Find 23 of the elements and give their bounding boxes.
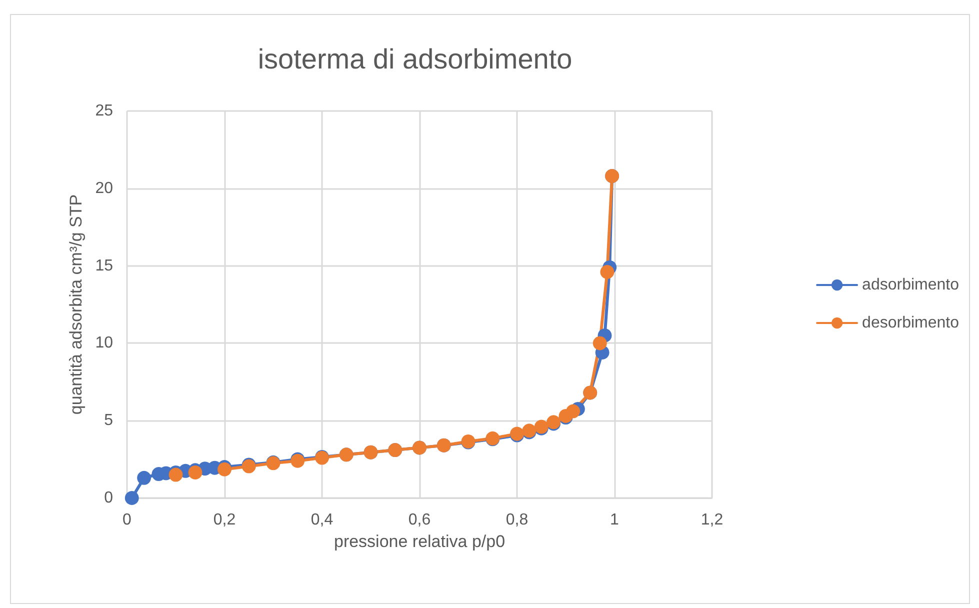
x-tick-label: 0,8 xyxy=(506,512,528,528)
x-tick-label: 0 xyxy=(122,512,132,528)
point xyxy=(592,336,607,350)
x-axis-title: pressione relativa p/p0 xyxy=(334,532,506,551)
chart-title: isoterma di adsorbimento xyxy=(258,44,572,74)
point xyxy=(137,470,152,485)
x-tick-label: 1,2 xyxy=(700,512,724,528)
x-tick-label: 0,4 xyxy=(310,512,334,528)
legend-label: adsorbimento xyxy=(862,276,960,294)
y-tick-label: 25 xyxy=(95,102,114,120)
y-tick-label: 15 xyxy=(95,257,114,274)
y-tick-label: 5 xyxy=(104,412,114,430)
x-tick-label: 1 xyxy=(610,512,620,528)
y-axis-title: quantità adsorbita cm³/g STP xyxy=(66,194,86,415)
y-tick-label: 20 xyxy=(95,180,114,197)
point xyxy=(600,264,614,279)
y-tick-label: 0 xyxy=(104,490,114,506)
point xyxy=(168,468,183,482)
point xyxy=(124,491,139,505)
x-tick-label: 0,6 xyxy=(408,512,431,528)
legend-label: desorbimento xyxy=(862,314,960,332)
x-tick-label: 0,2 xyxy=(213,512,236,528)
y-tick-label: 10 xyxy=(95,334,114,352)
